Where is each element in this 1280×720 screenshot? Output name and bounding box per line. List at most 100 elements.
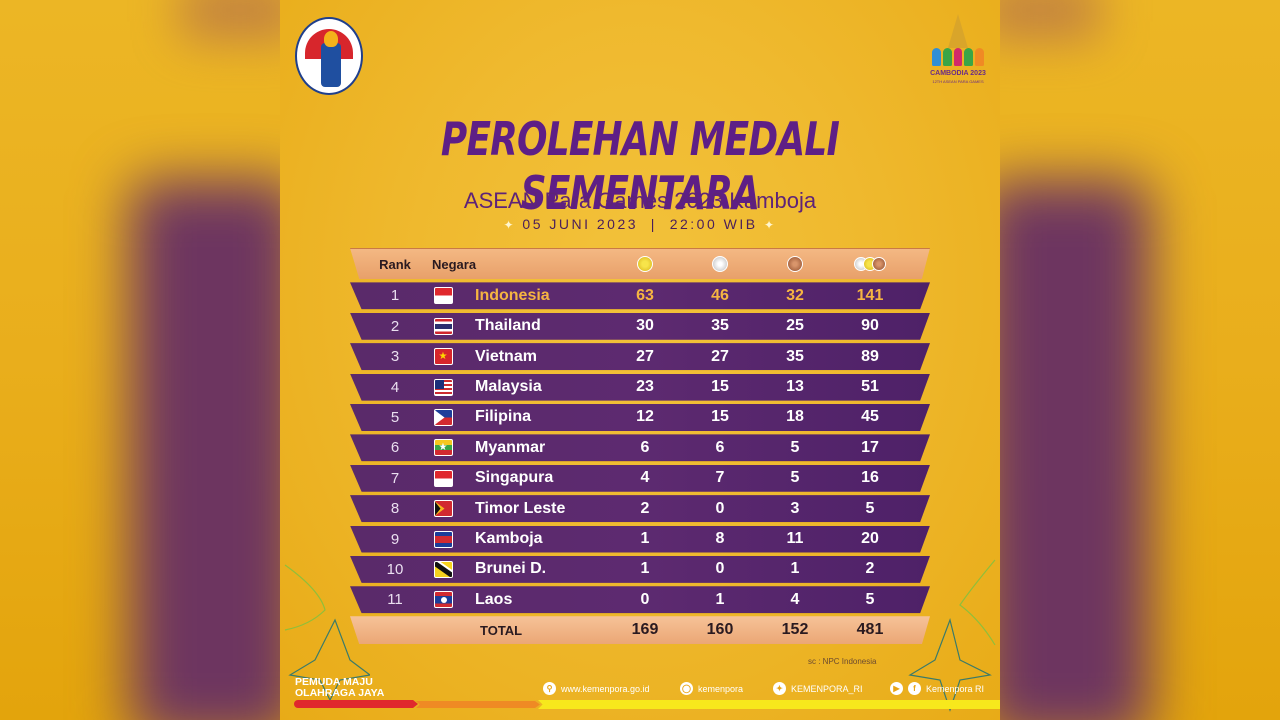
flag-icon-th — [433, 317, 453, 335]
bronze-count: 11 — [786, 530, 804, 548]
silver-count: 0 — [715, 499, 725, 517]
separator: | — [650, 216, 657, 232]
table-row: 8 Timor Leste 2 0 3 5 — [350, 495, 930, 523]
twitter-link[interactable]: ✦ KEMENPORA_RI — [773, 682, 863, 695]
gold-count: 23 — [636, 378, 654, 396]
total-count: 51 — [861, 378, 879, 396]
date: 05 JUNI 2023 — [522, 216, 639, 232]
silver-count: 6 — [715, 438, 725, 456]
gold-count: 1 — [640, 560, 650, 578]
total-count: 5 — [865, 499, 875, 517]
source-credit: sc : NPC Indonesia — [808, 657, 877, 666]
gold-medal-icon — [637, 256, 653, 272]
rank: 6 — [390, 439, 400, 457]
total-count: 16 — [861, 469, 879, 487]
silver-medal-icon — [712, 256, 728, 272]
gold-count: 12 — [636, 408, 654, 426]
youtube-icon: ▶ — [890, 682, 903, 695]
date-time-line: ✦ 05 JUNI 2023 | 22:00 WIB ✦ — [280, 216, 1000, 232]
bronze-count: 3 — [790, 499, 800, 517]
country-name: Singapura — [475, 469, 554, 487]
table-row: 7 Singapura 4 7 5 16 — [350, 464, 930, 492]
rank: 2 — [390, 317, 400, 335]
rank: 11 — [387, 591, 403, 609]
gold-count: 2 — [640, 499, 650, 517]
footer-stripe-yellow — [538, 700, 1000, 709]
rank: 4 — [390, 378, 400, 396]
facebook-icon: f — [908, 682, 921, 695]
rank: 1 — [390, 287, 400, 305]
table-row: 6 ★ Myanmar 6 6 5 17 — [350, 434, 930, 462]
country-name: Kamboja — [475, 530, 543, 548]
country-name: Vietnam — [475, 347, 537, 365]
time: 22:00 WIB — [669, 216, 758, 232]
sparkle-icon: ✦ — [763, 218, 777, 232]
total-label: TOTAL — [480, 622, 523, 638]
kemenpora-logo — [295, 17, 363, 95]
table-row: 10 Brunei D. 1 0 1 2 — [350, 555, 930, 583]
bronze-count: 4 — [790, 590, 800, 608]
country-name: Thailand — [475, 317, 541, 335]
total-count: 17 — [861, 438, 879, 456]
blurred-background-left — [0, 0, 280, 720]
bronze-count: 5 — [790, 438, 800, 456]
total-count: 20 — [861, 530, 879, 548]
bronze-count: 25 — [786, 317, 804, 335]
total-bronze: 152 — [781, 621, 809, 639]
search-icon: ⚲ — [543, 682, 556, 695]
total-count: 2 — [865, 560, 875, 578]
silver-count: 15 — [711, 408, 729, 426]
table-row: 1 Indonesia 63 46 32 141 — [350, 282, 930, 310]
silver-count: 46 — [711, 286, 729, 304]
silver-count: 15 — [711, 378, 729, 396]
flag-icon-kh — [433, 530, 453, 548]
total-medals-icon — [854, 257, 886, 271]
silver-count: 8 — [715, 530, 725, 548]
flag-icon-tl — [433, 500, 453, 518]
bronze-count: 18 — [786, 408, 804, 426]
total-all: 481 — [856, 621, 884, 639]
gold-count: 6 — [640, 438, 650, 456]
table-row: 4 Malaysia 23 15 13 51 — [350, 373, 930, 401]
header-rank: Rank — [379, 256, 411, 272]
table-row: 11 Laos 0 1 4 5 — [350, 586, 930, 614]
cambodia-2023-para-games-logo: CAMBODIA 2023 12TH ASEAN PARA GAMES — [928, 14, 988, 92]
sparkle-icon: ✦ — [503, 218, 517, 232]
country-name: Brunei D. — [475, 560, 547, 578]
footer-stripe-orange — [416, 701, 540, 708]
flag-icon-id — [433, 287, 453, 305]
silver-count: 0 — [715, 560, 725, 578]
rank: 5 — [390, 408, 400, 426]
bronze-count: 13 — [786, 378, 804, 396]
flag-icon-la — [433, 591, 453, 609]
bronze-count: 5 — [790, 469, 800, 487]
header-country: Negara — [432, 256, 477, 272]
table-header: Rank Negara — [350, 248, 930, 279]
rank: 3 — [390, 348, 400, 366]
bronze-count: 32 — [786, 286, 804, 304]
total-count: 141 — [856, 286, 884, 304]
total-count: 45 — [861, 408, 879, 426]
bronze-medal-icon — [787, 256, 803, 272]
instagram-link[interactable]: ◯ kemenpora — [680, 682, 743, 695]
country-name: Filipina — [475, 408, 531, 426]
website-link[interactable]: ⚲ www.kemenpora.go.id — [543, 682, 650, 695]
footer-stripe-red — [294, 700, 418, 708]
total-count: 90 — [861, 317, 879, 335]
medal-standings-poster: CAMBODIA 2023 12TH ASEAN PARA GAMES PERO… — [280, 0, 1000, 720]
gold-count: 1 — [640, 530, 650, 548]
flag-icon-ph — [433, 408, 453, 426]
bronze-count: 1 — [790, 560, 800, 578]
flag-icon-bn — [433, 560, 453, 578]
bronze-count: 35 — [786, 347, 804, 365]
table-row: 9 Kamboja 1 8 11 20 — [350, 525, 930, 553]
country-name: Timor Leste — [475, 499, 566, 517]
gold-count: 0 — [640, 590, 650, 608]
poster-subtitle: ASEAN Para Games 2023 Kamboja — [463, 188, 817, 213]
gold-count: 30 — [636, 317, 654, 335]
gold-count: 27 — [636, 347, 654, 365]
youtube-facebook-link[interactable]: ▶ f Kemenpora RI — [890, 682, 984, 695]
flag-icon-sg — [433, 469, 453, 487]
silver-count: 27 — [711, 347, 729, 365]
total-count: 5 — [865, 590, 875, 608]
